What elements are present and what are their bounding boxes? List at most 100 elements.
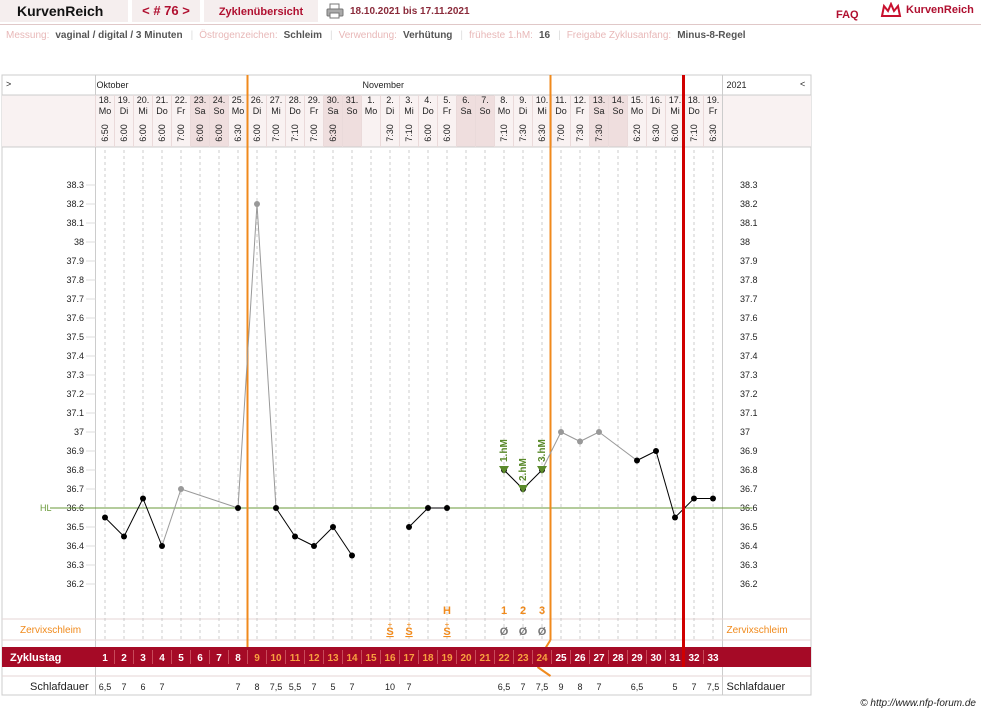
nav-box[interactable]: < # 76 >	[132, 0, 200, 22]
cycle-day: 27	[593, 653, 605, 664]
temp-segment	[655, 450, 676, 518]
temp-segment	[104, 517, 125, 537]
top-bar: KurvenReich < # 76 > Zyklenübersicht 18.…	[0, 0, 981, 25]
temp-segment	[332, 526, 353, 556]
cervix-plus: +	[445, 620, 450, 629]
cycle-day: 22	[498, 653, 510, 664]
nav-next[interactable]: <	[800, 79, 805, 89]
weekend-shade	[342, 95, 362, 147]
y-tick-label-right: 37.7	[740, 294, 758, 304]
y-tick-label: 37	[74, 427, 84, 437]
cycle-day: 10	[270, 653, 282, 664]
y-tick-label-right: 36.4	[740, 541, 758, 551]
sleep-value: 7,5	[707, 682, 720, 692]
sleep-value: 5	[672, 682, 677, 692]
temp-point	[634, 457, 640, 464]
weekday-label: So	[479, 106, 490, 116]
date-label: 22.	[175, 95, 188, 105]
temp-point	[330, 524, 336, 530]
weekday-label: Do	[688, 106, 700, 116]
overview-box[interactable]: Zyklenübersicht	[204, 0, 318, 22]
date-label: 3.	[405, 95, 413, 105]
faq-link[interactable]: FAQ	[836, 9, 859, 21]
cycle-day: 15	[365, 653, 377, 664]
y-tick-label-right: 38.3	[740, 180, 758, 190]
date-label: 18.	[99, 95, 112, 105]
cycle-day: 29	[631, 653, 643, 664]
temp-point	[691, 495, 697, 502]
temp-point	[577, 438, 583, 445]
cervix-mark: Ø	[538, 626, 547, 638]
date-label: 8.	[500, 95, 508, 105]
y-tick-label: 37.9	[66, 256, 84, 266]
weekday-label: Mo	[631, 106, 644, 116]
time-label: 6:00	[195, 124, 205, 142]
weekday-label: So	[213, 106, 224, 116]
cycle-day: 18	[422, 653, 434, 664]
weekday-label: Do	[555, 106, 567, 116]
cervix-plus: +	[407, 620, 412, 629]
cycle-day: 8	[235, 653, 241, 664]
time-label: 6:00	[157, 124, 167, 142]
date-label: 7.	[481, 95, 489, 105]
date-label: 25.	[232, 95, 245, 105]
info-label: Freigabe Zyklusanfang:	[566, 30, 672, 41]
cycle-day: 21	[479, 653, 491, 664]
cycle-day: 28	[612, 653, 624, 664]
temp-point	[102, 514, 108, 521]
print-icon[interactable]	[326, 3, 344, 19]
cycle-day: 11	[290, 653, 301, 664]
date-range: 18.10.2021 bis 17.11.2021	[350, 6, 470, 17]
y-tick-label: 36.2	[66, 579, 84, 589]
weekend-shade	[589, 95, 609, 147]
cycle-day: 16	[384, 653, 396, 664]
y-tick-label: 36.4	[66, 541, 84, 551]
footer: © http://www.nfp-forum.de	[860, 698, 976, 709]
sleep-value: 7	[159, 682, 164, 692]
app-box: KurvenReich	[0, 0, 128, 22]
weekday-label: Mi	[404, 106, 414, 116]
sleep-value: 7	[406, 682, 411, 692]
y-tick-label: 38	[74, 237, 84, 247]
cervix-mark: S	[443, 626, 450, 638]
logo-icon	[880, 2, 902, 17]
nav-prev[interactable]: >	[6, 79, 11, 89]
date-label: 27.	[270, 95, 283, 105]
time-label: 6:30	[328, 124, 338, 142]
hm-label: 1.hM	[499, 439, 510, 462]
temp-point	[406, 524, 412, 530]
y-tick-label-right: 36.8	[740, 465, 758, 475]
weekend-shade	[190, 95, 210, 147]
y-tick-label-right: 36.9	[740, 446, 758, 456]
separator: |	[460, 30, 464, 41]
weekday-label: Sa	[194, 106, 205, 116]
time-label: 6:00	[670, 124, 680, 142]
time-label: 6:50	[100, 124, 110, 142]
date-label: 14.	[612, 95, 625, 105]
y-tick-label: 38.2	[66, 199, 84, 209]
sleep-value: 7	[691, 682, 696, 692]
overview-link[interactable]: Zyklenübersicht	[218, 6, 304, 18]
temp-point	[140, 495, 146, 502]
sleep-value: 9	[558, 682, 563, 692]
y-tick-label-right: 37	[740, 427, 750, 437]
cycle-day: 19	[441, 653, 453, 664]
temp-point	[558, 429, 564, 435]
weekend-shade	[209, 95, 229, 147]
cycle-nav[interactable]: < # 76 >	[142, 3, 190, 18]
cycle-day: 2	[121, 653, 127, 664]
time-label: 7:00	[556, 124, 566, 142]
temp-point	[254, 201, 260, 207]
y-tick-label: 37.1	[66, 408, 84, 418]
y-tick-label-right: 37.8	[740, 275, 758, 285]
cycle-day: 17	[403, 653, 415, 664]
month-label: November	[363, 80, 405, 90]
sleep-value: 8	[254, 682, 259, 692]
temp-segment	[275, 507, 296, 537]
sleep-value: 8	[577, 682, 582, 692]
cervix-row-label: Zervixschleim	[727, 625, 788, 636]
cycle-day: 30	[650, 653, 662, 664]
info-line: Messung: vaginal / digital / 3 Minuten | Ös…	[6, 30, 754, 41]
cycle-day: 4	[159, 653, 165, 664]
